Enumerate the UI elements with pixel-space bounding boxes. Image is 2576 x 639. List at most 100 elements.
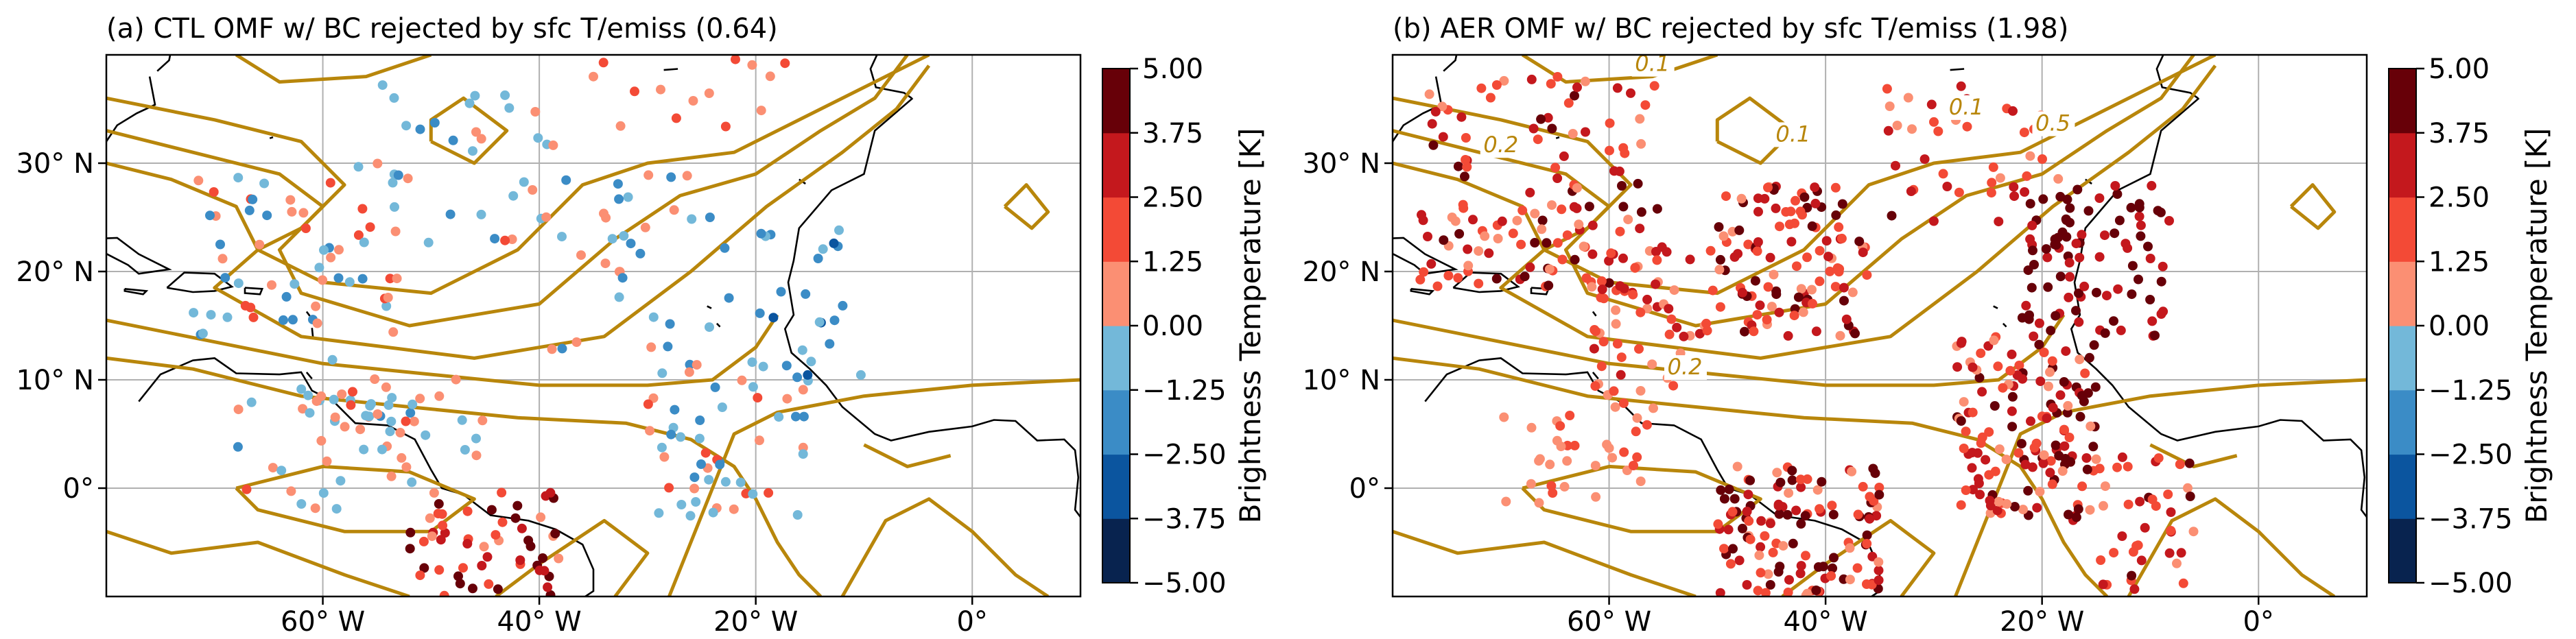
obs-point bbox=[1497, 216, 1507, 226]
obs-point bbox=[1755, 300, 1765, 311]
obs-point bbox=[1485, 93, 1496, 103]
obs-point bbox=[1852, 563, 1863, 573]
obs-point bbox=[287, 315, 298, 325]
obs-point bbox=[2102, 291, 2112, 301]
obs-point bbox=[344, 277, 355, 287]
obs-point bbox=[1517, 205, 1528, 215]
obs-point bbox=[1530, 238, 1540, 248]
obs-point bbox=[1807, 285, 1817, 295]
obs-point bbox=[2085, 505, 2095, 515]
obs-point bbox=[1550, 162, 1561, 173]
obs-point bbox=[1715, 254, 1725, 265]
obs-point bbox=[401, 462, 412, 472]
obs-point bbox=[666, 429, 676, 439]
obs-point bbox=[1926, 99, 1937, 110]
obs-point bbox=[2025, 199, 2035, 209]
obs-point bbox=[429, 118, 440, 128]
obs-point bbox=[1829, 553, 1839, 563]
obs-point bbox=[682, 171, 692, 181]
obs-point bbox=[2156, 276, 2166, 287]
obs-point bbox=[691, 497, 701, 507]
obs-point bbox=[829, 315, 840, 326]
obs-point bbox=[1815, 276, 1825, 287]
obs-point bbox=[1453, 273, 1463, 283]
obs-point bbox=[319, 245, 329, 255]
colorbar-label: Brightness Temperature [K] bbox=[1233, 128, 1267, 524]
obs-point bbox=[547, 344, 557, 354]
colorbar-tick-label: 2.50 bbox=[2429, 182, 2490, 214]
obs-point bbox=[316, 435, 327, 446]
obs-point bbox=[305, 408, 315, 418]
obs-point bbox=[659, 452, 670, 462]
coastline bbox=[1393, 76, 1443, 143]
obs-point bbox=[1734, 555, 1745, 566]
obs-point bbox=[1557, 254, 1568, 265]
obs-point bbox=[327, 354, 338, 365]
obs-point bbox=[1530, 208, 1540, 219]
obs-point bbox=[2127, 570, 2137, 581]
aerosol-contour bbox=[106, 529, 410, 596]
lon-tick-label: 60° W bbox=[281, 606, 365, 638]
obs-point bbox=[1907, 124, 1917, 134]
obs-point bbox=[1568, 129, 1578, 138]
obs-point bbox=[829, 238, 839, 248]
aerosol-contour bbox=[667, 378, 1080, 596]
obs-point bbox=[418, 536, 429, 546]
obs-point bbox=[1456, 112, 1467, 122]
obs-point bbox=[1597, 285, 1607, 294]
obs-point bbox=[2014, 361, 2024, 370]
aerosol-contour bbox=[106, 64, 931, 360]
aerosol-contour bbox=[1781, 518, 1936, 596]
obs-point bbox=[2153, 453, 2164, 463]
obs-point bbox=[2017, 313, 2027, 323]
obs-point bbox=[2074, 288, 2083, 298]
obs-point bbox=[1862, 539, 1872, 548]
obs-point bbox=[353, 230, 364, 240]
obs-point bbox=[1772, 468, 1782, 478]
obs-point bbox=[1865, 492, 1875, 502]
obs-point bbox=[515, 555, 525, 565]
obs-point bbox=[1590, 381, 1600, 391]
colorbar-segment bbox=[1102, 197, 1130, 262]
obs-point bbox=[2051, 440, 2061, 450]
obs-point bbox=[1729, 494, 1740, 504]
obs-point bbox=[696, 459, 706, 469]
obs-point bbox=[397, 453, 407, 463]
obs-point bbox=[1642, 294, 1653, 304]
obs-point bbox=[1745, 475, 1756, 485]
obs-point bbox=[1596, 276, 1607, 286]
colorbar-segment bbox=[1102, 326, 1130, 391]
obs-point bbox=[1626, 88, 1635, 98]
obs-point bbox=[1993, 361, 2003, 372]
obs-point bbox=[1808, 298, 1817, 309]
obs-point bbox=[1633, 178, 1643, 189]
obs-point bbox=[1807, 221, 1817, 231]
obs-point bbox=[403, 173, 413, 184]
obs-point bbox=[1552, 72, 1563, 82]
obs-point bbox=[1865, 514, 1875, 524]
obs-point bbox=[1526, 479, 1536, 489]
coastline bbox=[2155, 55, 2199, 99]
obs-point bbox=[439, 590, 449, 596]
colorbar-segment bbox=[2389, 326, 2416, 391]
obs-point bbox=[421, 430, 431, 440]
obs-point bbox=[1839, 282, 1849, 293]
coastline bbox=[2002, 322, 2007, 328]
obs-point bbox=[737, 375, 747, 385]
obs-point bbox=[377, 444, 387, 455]
obs-point bbox=[657, 442, 667, 453]
obs-point bbox=[2163, 490, 2173, 499]
obs-point bbox=[2172, 558, 2182, 568]
obs-point bbox=[415, 394, 425, 404]
obs-point bbox=[731, 55, 740, 64]
obs-point bbox=[1631, 426, 1641, 437]
obs-point bbox=[2045, 468, 2055, 478]
obs-point bbox=[326, 252, 336, 263]
obs-point bbox=[457, 415, 467, 425]
obs-point bbox=[1760, 531, 1770, 541]
coastline bbox=[106, 76, 156, 143]
obs-point bbox=[476, 134, 486, 144]
obs-point bbox=[1636, 138, 1646, 149]
obs-point bbox=[2117, 452, 2127, 462]
obs-point bbox=[1616, 352, 1627, 363]
